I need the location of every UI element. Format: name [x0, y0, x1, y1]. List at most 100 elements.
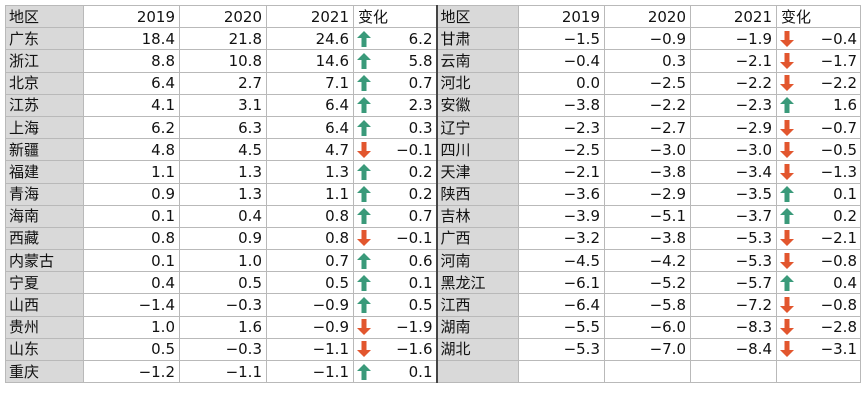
change-value: 6.2 [408, 29, 433, 48]
value-2019: −1.2 [83, 359, 180, 384]
arrow-down-icon [780, 75, 794, 92]
change-value: −0.7 [820, 118, 857, 137]
value-2021: −3.5 [690, 182, 777, 206]
arrow-down-icon [780, 297, 794, 314]
region-change-table: 地区 2019 2020 2021 变化 地区 2019 2020 2021 变… [5, 4, 861, 384]
region-name: 内蒙古 [5, 249, 84, 273]
arrow-up-icon [357, 363, 371, 380]
change-value: −0.1 [396, 140, 433, 159]
arrow-up-icon [357, 163, 371, 180]
value-2020: 1.3 [179, 182, 267, 206]
arrow-down-icon [357, 230, 371, 247]
change-cell: 0.6 [353, 249, 437, 273]
change-cell: −0.4 [776, 27, 861, 51]
value-2020: −5.1 [604, 204, 691, 228]
region-name: 重庆 [5, 359, 84, 384]
value-2019: −6.4 [518, 293, 605, 317]
value-2020: −0.9 [604, 27, 691, 51]
value-2021: −2.3 [690, 93, 777, 117]
region-name: 西藏 [5, 226, 84, 251]
value-2020: 21.8 [179, 27, 267, 51]
region-name: 上海 [5, 115, 84, 140]
change-value: −1.7 [820, 51, 857, 70]
value-2021: −3.0 [690, 138, 777, 162]
change-value: 0.7 [408, 74, 433, 93]
region-name: 贵州 [5, 315, 84, 339]
change-value: −1.3 [820, 162, 857, 181]
change-cell: −0.8 [776, 293, 861, 317]
region-name: 北京 [5, 71, 84, 95]
table-row: 海南 0.1 0.4 0.8 0.7 吉林 −3.9 −5.1 −3.7 0.2 [5, 204, 861, 228]
arrow-down-icon [780, 341, 794, 358]
change-cell: 0.2 [353, 182, 437, 206]
arrow-up-icon [357, 97, 371, 114]
arrow-down-icon [780, 119, 794, 136]
arrow-down-icon [780, 230, 794, 247]
value-2020: −3.8 [604, 160, 691, 184]
value-2020: −0.3 [179, 293, 267, 317]
value-2021: 24.6 [266, 27, 354, 51]
change-value: 0.2 [408, 162, 433, 181]
header-2020: 2020 [604, 4, 691, 29]
change-cell: −2.8 [776, 315, 861, 339]
change-cell: −0.8 [776, 249, 861, 273]
value-2020: 0.4 [179, 204, 267, 228]
value-2021: 6.4 [266, 93, 354, 117]
arrow-up-icon [357, 252, 371, 269]
value-2020: 4.5 [179, 138, 267, 162]
change-value: −2.1 [820, 229, 857, 248]
table-row: 青海 0.9 1.3 1.1 0.2 陕西 −3.6 −2.9 −3.5 0.1 [5, 182, 861, 206]
table-row: 西藏 0.8 0.9 0.8 −0.1 广西 −3.2 −3.8 −5.3 −2.1 [5, 226, 861, 251]
value-2019: 6.4 [83, 71, 180, 95]
value-2020: 1.3 [179, 160, 267, 184]
change-value: −0.1 [396, 229, 433, 248]
value-2021: −0.9 [266, 315, 354, 339]
arrow-down-icon [357, 341, 371, 358]
change-cell: 0.3 [353, 115, 437, 140]
region-name: 甘肃 [435, 27, 519, 51]
value-2020: −4.2 [604, 249, 691, 273]
value-2019: 4.1 [83, 93, 180, 117]
region-name: 黑龙江 [435, 271, 519, 295]
value-2020: 1.6 [179, 315, 267, 339]
header-change: 变化 [776, 4, 861, 29]
value-2019: −0.4 [518, 49, 605, 73]
value-2020: 10.8 [179, 49, 267, 73]
value-2019: −2.1 [518, 160, 605, 184]
region-name: 辽宁 [435, 115, 519, 140]
region-name: 吉林 [435, 204, 519, 228]
change-value: −2.8 [820, 318, 857, 337]
value-2021: 7.1 [266, 71, 354, 95]
region-name: 江苏 [5, 93, 84, 117]
value-2021: −2.2 [690, 71, 777, 95]
change-cell: 1.6 [776, 93, 861, 117]
value-2021 [690, 359, 777, 384]
change-cell: 6.2 [353, 27, 437, 51]
value-2019: −3.2 [518, 226, 605, 251]
change-cell [776, 359, 861, 384]
value-2020: −7.0 [604, 337, 691, 362]
value-2020: 0.3 [604, 49, 691, 73]
change-cell: −0.1 [353, 226, 437, 251]
arrow-down-icon [780, 141, 794, 158]
value-2019: 6.2 [83, 115, 180, 140]
value-2021: 0.8 [266, 204, 354, 228]
value-2020: 2.7 [179, 71, 267, 95]
table-row: 贵州 1.0 1.6 −0.9 −1.9 湖南 −5.5 −6.0 −8.3 −2.8 [5, 315, 861, 339]
value-2021: 4.7 [266, 138, 354, 162]
value-2021: −3.7 [690, 204, 777, 228]
change-cell: −1.3 [776, 160, 861, 184]
region-name: 新疆 [5, 138, 84, 162]
arrow-up-icon [357, 75, 371, 92]
value-2019: 18.4 [83, 27, 180, 51]
table-row: 山西 −1.4 −0.3 −0.9 0.5 江西 −6.4 −5.8 −7.2 −0.8 [5, 293, 861, 317]
arrow-up-icon [357, 30, 371, 47]
arrow-up-icon [357, 297, 371, 314]
value-2020: −2.7 [604, 115, 691, 140]
change-value: −0.8 [820, 296, 857, 315]
value-2019: 4.8 [83, 138, 180, 162]
value-2021: −5.3 [690, 226, 777, 251]
value-2019: −4.5 [518, 249, 605, 273]
change-value: 0.2 [833, 207, 857, 226]
value-2020: 6.3 [179, 115, 267, 140]
